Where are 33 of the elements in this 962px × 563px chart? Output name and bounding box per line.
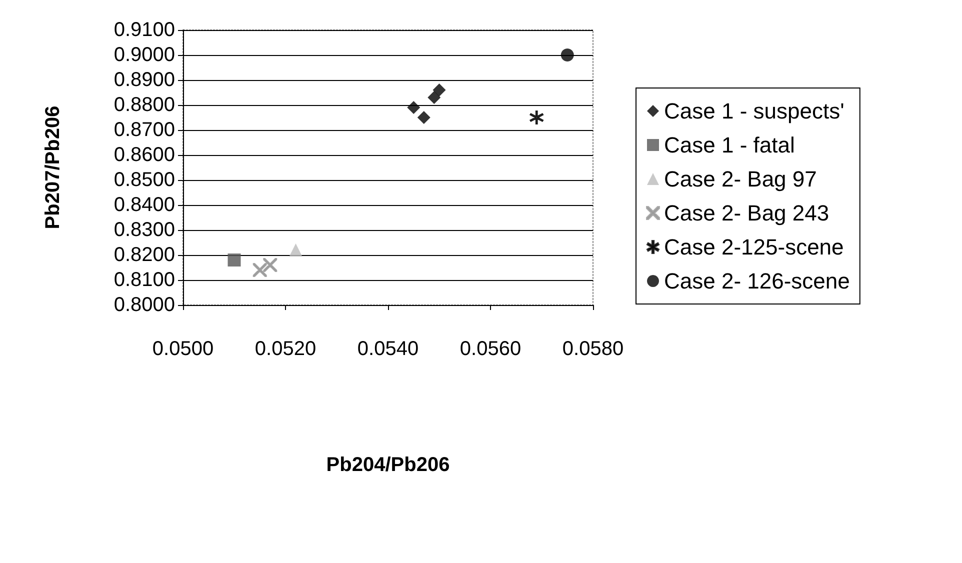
point bbox=[428, 91, 441, 104]
y-tick-label: 0.8000 bbox=[114, 294, 175, 316]
y-tick-label: 0.9100 bbox=[114, 19, 175, 41]
x-axis-title: Pb204/Pb206 bbox=[326, 454, 450, 476]
y-tick-label: 0.8600 bbox=[114, 144, 175, 166]
y-tick-label: 0.8400 bbox=[114, 194, 175, 216]
legend-label: Case 2- Bag 243 bbox=[664, 200, 830, 226]
point bbox=[530, 110, 544, 124]
x-tick-label: 0.0540 bbox=[357, 338, 419, 360]
y-tick-label: 0.8500 bbox=[114, 169, 175, 191]
point bbox=[289, 244, 302, 256]
y-tick-label: 0.8700 bbox=[114, 119, 175, 141]
legend-label: Case 2- Bag 97 bbox=[664, 166, 817, 192]
legend-label: Case 2- 126-scene bbox=[664, 268, 850, 294]
x-tick-label: 0.0580 bbox=[562, 338, 624, 360]
y-tick-label: 0.8900 bbox=[114, 69, 175, 91]
point bbox=[228, 254, 241, 266]
point bbox=[417, 111, 430, 124]
y-tick-label: 0.8100 bbox=[114, 269, 175, 291]
x-tick-label: 0.0500 bbox=[152, 338, 214, 360]
y-tick-label: 0.8800 bbox=[114, 94, 175, 116]
y-tick-label: 0.8300 bbox=[114, 219, 175, 241]
legend-label: Case 2-125-scene bbox=[664, 234, 844, 260]
x-tick-label: 0.0520 bbox=[254, 338, 316, 360]
point bbox=[560, 48, 574, 62]
y-axis-title: Pb207/Pb206 bbox=[42, 106, 64, 230]
legend-label: Case 1 - fatal bbox=[664, 132, 795, 158]
x-tick-label: 0.0560 bbox=[460, 338, 522, 360]
point bbox=[407, 101, 420, 114]
point bbox=[432, 84, 446, 96]
y-tick-label: 0.8200 bbox=[114, 244, 175, 266]
legend-label: Case 1 - suspects' bbox=[664, 98, 844, 124]
y-tick-label: 0.9000 bbox=[114, 44, 175, 66]
